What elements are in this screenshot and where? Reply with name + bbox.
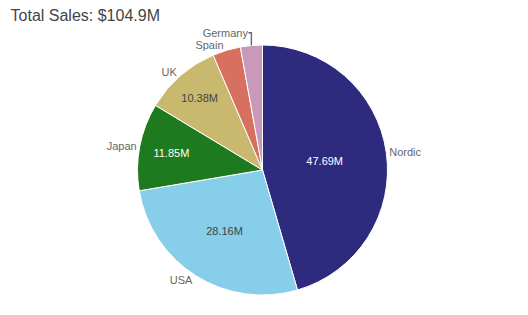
svg-text:Total Sales: $104.9M: Total Sales: $104.9M xyxy=(11,7,160,24)
svg-text:28.16M: 28.16M xyxy=(206,225,243,237)
svg-text:Nordic: Nordic xyxy=(389,146,421,158)
svg-text:47.69M: 47.69M xyxy=(306,155,343,167)
svg-text:Germany: Germany xyxy=(203,27,249,39)
svg-text:Japan: Japan xyxy=(107,140,137,152)
svg-text:UK: UK xyxy=(161,66,177,78)
svg-text:Spain: Spain xyxy=(195,39,223,51)
svg-text:10.38M: 10.38M xyxy=(181,92,218,104)
svg-text:USA: USA xyxy=(170,274,193,286)
svg-text:11.85M: 11.85M xyxy=(153,147,189,159)
